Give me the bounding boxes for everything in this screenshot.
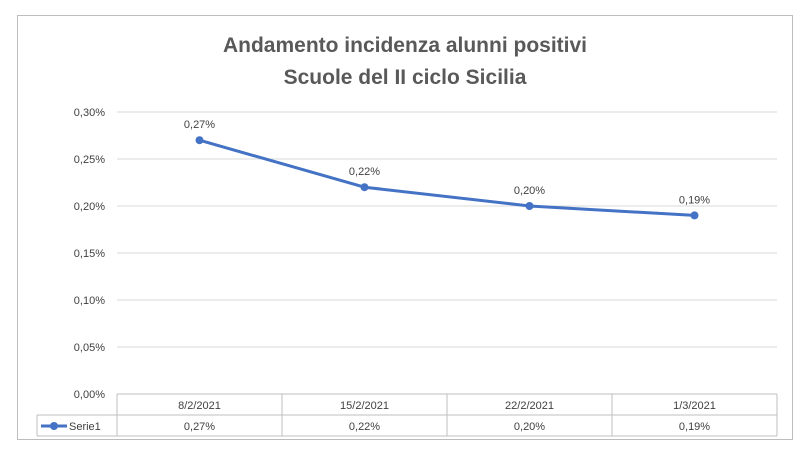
x-category-label: 1/3/2021	[673, 400, 716, 412]
y-tick-label: 0,00%	[74, 389, 105, 401]
y-tick-label: 0,25%	[74, 154, 105, 166]
data-label: 0,20%	[514, 185, 545, 197]
legend-key-marker	[50, 422, 58, 430]
y-tick-label: 0,30%	[74, 107, 105, 119]
y-tick-label: 0,15%	[74, 248, 105, 260]
legend-series-name: Serie1	[69, 421, 101, 433]
data-label: 0,22%	[349, 166, 380, 178]
data-label: 0,19%	[679, 194, 710, 206]
table-value-cell: 0,22%	[349, 421, 380, 433]
data-point	[360, 183, 369, 192]
x-category-label: 8/2/2021	[178, 400, 221, 412]
chart-title-line1: Andamento incidenza alunni positivi	[223, 34, 587, 57]
table-value-cell: 0,20%	[514, 421, 545, 433]
data-label: 0,27%	[184, 119, 215, 131]
data-point	[195, 136, 204, 145]
table-value-cell: 0,27%	[184, 421, 215, 433]
series-line-serie1	[198, 138, 696, 217]
y-tick-label: 0,10%	[74, 295, 105, 307]
y-tick-label: 0,20%	[74, 201, 105, 213]
data-point	[690, 211, 699, 220]
chart-frame	[17, 15, 793, 440]
chart-title-line2: Scuole del II ciclo Sicilia	[284, 66, 527, 89]
x-category-label: 15/2/2021	[340, 400, 389, 412]
table-value-cell: 0,19%	[679, 421, 710, 433]
x-category-label: 22/2/2021	[505, 400, 554, 412]
data-point	[525, 202, 534, 210]
y-tick-label: 0,05%	[74, 342, 105, 354]
